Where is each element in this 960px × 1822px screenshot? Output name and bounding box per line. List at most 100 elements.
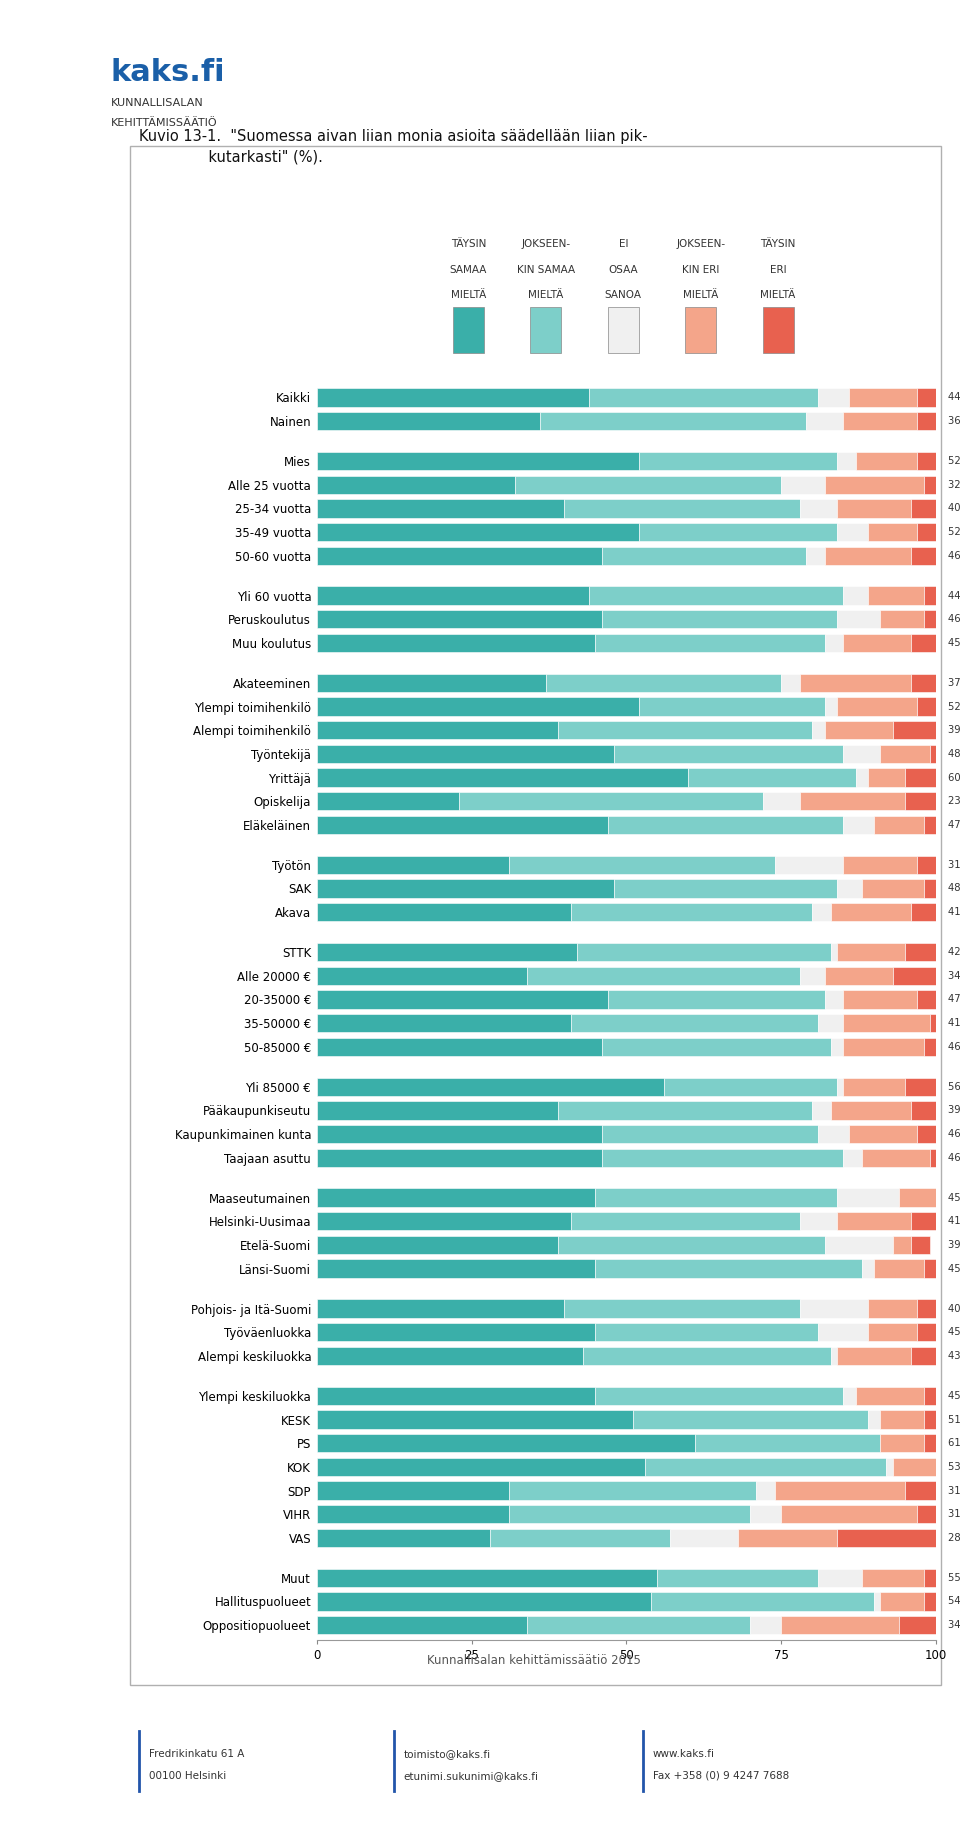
Bar (924, 1259, 936, 1277)
Bar (317, 698, 638, 716)
Bar (602, 547, 806, 565)
Bar (317, 1505, 509, 1523)
Bar (317, 1299, 564, 1317)
Bar (918, 412, 936, 430)
Bar (800, 674, 911, 692)
Bar (837, 1529, 936, 1547)
Bar (317, 499, 564, 517)
Bar (570, 1212, 800, 1230)
Bar (633, 1410, 868, 1428)
Text: 37 38 3 18 4: 37 38 3 18 4 (948, 678, 960, 689)
Bar (825, 722, 893, 740)
Bar (905, 1077, 936, 1095)
Bar (688, 769, 855, 787)
Text: JOKSEEN-: JOKSEEN- (676, 239, 725, 250)
Bar (317, 634, 595, 652)
Bar (812, 722, 825, 740)
Bar (317, 1592, 651, 1611)
Bar (880, 1434, 924, 1452)
Bar (317, 1481, 509, 1500)
Bar (825, 547, 911, 565)
Bar (775, 856, 843, 875)
Bar (825, 634, 843, 652)
Bar (781, 1505, 918, 1523)
Bar (868, 523, 918, 541)
Text: 34 44 4 11 7: 34 44 4 11 7 (948, 971, 960, 980)
Bar (663, 1077, 837, 1095)
Bar (762, 306, 794, 353)
Bar (843, 1037, 924, 1057)
Bar (800, 499, 837, 517)
Bar (855, 1387, 924, 1405)
Bar (775, 1481, 905, 1500)
Bar (317, 1124, 602, 1142)
Bar (843, 1013, 930, 1033)
Bar (837, 1077, 843, 1095)
Bar (868, 769, 905, 787)
Bar (843, 412, 918, 430)
Bar (818, 388, 850, 406)
Bar (837, 944, 905, 962)
Text: 61 30 0 7 2: 61 30 0 7 2 (948, 1438, 960, 1448)
Bar (924, 1037, 936, 1057)
Bar (602, 1037, 830, 1057)
Bar (317, 793, 459, 811)
Bar (911, 634, 936, 652)
Bar (645, 1458, 886, 1476)
Bar (317, 523, 638, 541)
Bar (781, 674, 800, 692)
Text: 23 49 6 17 5: 23 49 6 17 5 (948, 796, 960, 805)
Text: 31 43 11 12 3: 31 43 11 12 3 (948, 860, 960, 869)
Bar (855, 452, 918, 470)
Text: 46 37 2 13 2: 46 37 2 13 2 (948, 1042, 960, 1051)
Bar (317, 1148, 602, 1166)
Bar (874, 816, 924, 834)
Bar (756, 1481, 775, 1500)
Bar (317, 769, 688, 787)
Bar (317, 880, 614, 898)
Bar (317, 1259, 595, 1277)
Text: 52 30 2 13 3: 52 30 2 13 3 (948, 701, 960, 712)
Bar (830, 1346, 837, 1365)
Bar (317, 1188, 595, 1206)
Bar (527, 967, 800, 986)
Bar (800, 1212, 837, 1230)
Bar (905, 793, 936, 811)
Text: 40 38 11 8 3: 40 38 11 8 3 (948, 1303, 960, 1314)
Bar (595, 1323, 818, 1341)
Bar (818, 1323, 868, 1341)
Bar (317, 1387, 595, 1405)
Bar (862, 1259, 874, 1277)
Text: toimisto@kaks.fi: toimisto@kaks.fi (403, 1749, 491, 1758)
Bar (893, 1458, 936, 1476)
Bar (317, 1100, 559, 1119)
Text: 36 43 6 12 3: 36 43 6 12 3 (948, 415, 960, 426)
Bar (317, 745, 614, 763)
Bar (830, 944, 837, 962)
Bar (509, 856, 775, 875)
Text: etunimi.sukunimi@kaks.fi: etunimi.sukunimi@kaks.fi (403, 1771, 539, 1780)
Bar (317, 1077, 663, 1095)
Bar (559, 1100, 812, 1119)
Bar (750, 1616, 781, 1634)
Bar (608, 306, 638, 353)
Bar (570, 1013, 818, 1033)
Bar (893, 1235, 911, 1254)
Bar (825, 1235, 893, 1254)
Text: 47 38 5 8 2: 47 38 5 8 2 (948, 820, 960, 829)
Text: 46 38 7 7 2: 46 38 7 7 2 (948, 614, 960, 625)
Bar (911, 499, 936, 517)
Bar (918, 991, 936, 1009)
Bar (918, 698, 936, 716)
Text: 45 37 3 11 4: 45 37 3 11 4 (948, 638, 960, 649)
Text: www.kaks.fi: www.kaks.fi (653, 1749, 715, 1758)
Bar (651, 1592, 874, 1611)
Bar (781, 1616, 899, 1634)
Bar (843, 991, 918, 1009)
Text: 51 38 2 7 2: 51 38 2 7 2 (948, 1414, 960, 1425)
Text: SANOA: SANOA (605, 290, 642, 301)
Bar (818, 1013, 843, 1033)
Text: KUNNALLISALAN: KUNNALLISALAN (110, 98, 204, 107)
Text: JOKSEEN-: JOKSEEN- (521, 239, 570, 250)
Bar (540, 412, 806, 430)
